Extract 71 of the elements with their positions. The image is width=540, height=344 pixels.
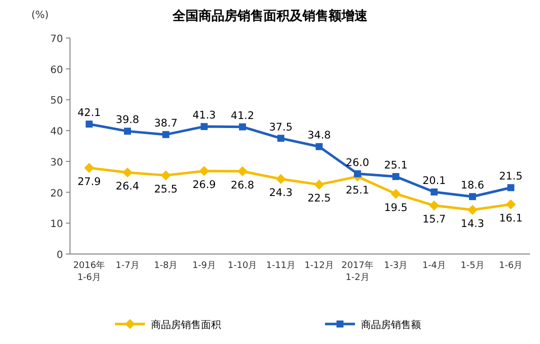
- data-label: 25.1: [346, 184, 370, 197]
- point: [468, 204, 478, 215]
- x-tick-label: 1-6月: [498, 261, 523, 271]
- x-tick-label: 1-4月: [422, 261, 446, 271]
- data-label: 18.6: [460, 180, 485, 192]
- x-tick-label: 1-8月: [154, 261, 178, 271]
- point: [162, 131, 170, 138]
- point: [506, 199, 516, 210]
- point: [239, 123, 246, 130]
- point: [160, 170, 171, 180]
- x-tick-label: 1-12月: [304, 261, 334, 271]
- legend-label: 商品房销售额: [361, 319, 421, 331]
- point: [392, 173, 400, 180]
- point: [276, 174, 286, 184]
- data-label: 41.3: [192, 110, 216, 122]
- data-label: 26.9: [192, 178, 216, 191]
- y-tick-label: 50: [50, 96, 63, 107]
- data-label: 20.1: [422, 174, 446, 187]
- point: [316, 143, 323, 150]
- data-label: 22.5: [307, 192, 331, 205]
- y-tick-label: 60: [50, 64, 63, 76]
- y-tick-label: 70: [50, 34, 63, 45]
- y-tick-label: 20: [50, 188, 63, 200]
- data-label: 19.5: [384, 202, 408, 214]
- data-label: 25.1: [384, 160, 408, 172]
- y-tick-label: 40: [50, 126, 63, 138]
- data-label: 37.5: [269, 121, 293, 134]
- x-tick-label: 2016年 1-6月: [73, 260, 106, 283]
- point: [507, 184, 514, 192]
- data-label: 38.7: [154, 118, 178, 130]
- point: [314, 180, 324, 190]
- point: [200, 123, 208, 130]
- data-label: 34.8: [307, 130, 331, 142]
- point: [238, 166, 248, 176]
- data-label: 41.2: [230, 110, 254, 122]
- x-tick-label: 1-7月: [116, 261, 140, 271]
- point: [84, 162, 94, 173]
- y-tick-label: 30: [50, 157, 63, 168]
- x-tick-label: 1-5月: [460, 261, 484, 271]
- data-label: 42.1: [77, 107, 101, 120]
- point: [199, 166, 210, 176]
- y-axis-title: (%): [31, 10, 49, 21]
- data-label: 14.3: [460, 218, 484, 230]
- data-label: 25.5: [154, 183, 178, 196]
- data-label: 26.8: [230, 179, 254, 192]
- point: [429, 200, 440, 211]
- x-tick-label: 1-9月: [192, 261, 216, 271]
- point: [124, 128, 131, 135]
- data-label: 16.1: [499, 212, 523, 224]
- data-label: 39.8: [116, 114, 140, 126]
- x-tick-label: 1-10月: [228, 261, 258, 271]
- point: [277, 134, 284, 142]
- data-label: 27.9: [77, 176, 101, 188]
- legend-label: 商品房销售面积: [151, 319, 221, 331]
- data-label: 21.5: [499, 170, 523, 183]
- point: [354, 170, 361, 178]
- data-label: 26.4: [116, 180, 140, 193]
- point: [122, 168, 132, 178]
- point: [469, 193, 476, 200]
- point: [390, 188, 401, 199]
- x-tick-label: 1-11月: [266, 261, 296, 271]
- point: [430, 188, 438, 196]
- data-label: 26.0: [346, 156, 370, 169]
- point: [86, 120, 93, 128]
- data-label: 15.7: [422, 214, 446, 226]
- x-tick-label: 1-3月: [384, 261, 408, 271]
- data-label: 24.3: [269, 187, 293, 200]
- x-tick-label: 2017年 1-2月: [342, 260, 374, 283]
- chart-title: 全国商品房销售面积及销售额增速: [172, 8, 368, 24]
- y-tick-label: 0: [56, 250, 63, 261]
- y-tick-label: 10: [50, 219, 63, 230]
